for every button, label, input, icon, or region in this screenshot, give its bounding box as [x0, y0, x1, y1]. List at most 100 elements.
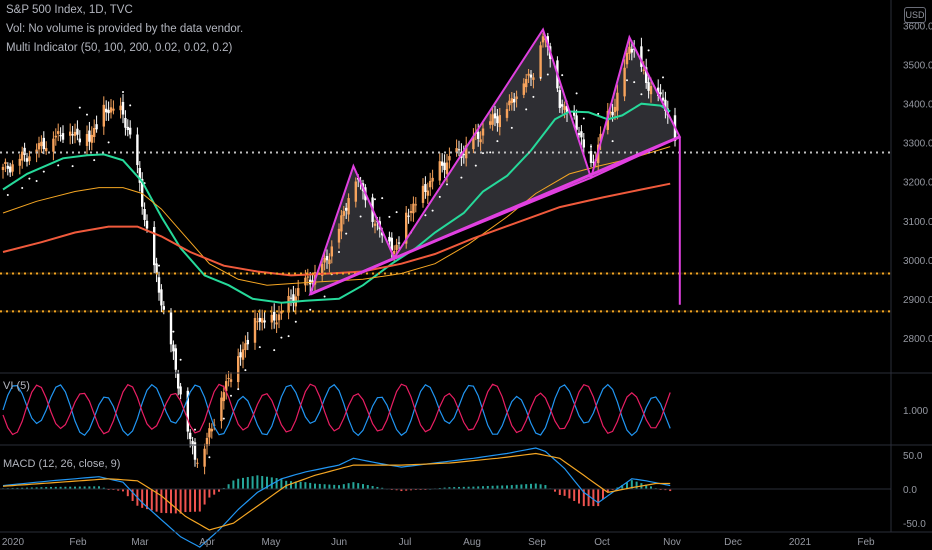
candle: [522, 83, 525, 95]
sar-dot: [122, 90, 124, 93]
candle: [645, 67, 648, 83]
candle: [179, 386, 182, 395]
macd-histogram-bar: [155, 489, 158, 512]
candle: [256, 321, 259, 323]
sar-dot: [532, 95, 535, 98]
candle: [297, 288, 300, 296]
macd-histogram-bar: [208, 489, 211, 498]
macd-histogram-bar: [482, 486, 484, 489]
sar-dot: [186, 401, 189, 404]
candle: [448, 156, 451, 161]
time-tick: 2021: [789, 537, 812, 548]
candle: [311, 280, 314, 283]
currency-badge[interactable]: USD: [904, 7, 926, 23]
macd-histogram-bar: [626, 482, 628, 489]
macd-histogram-bar: [568, 489, 571, 499]
macd-tick: 0.0: [903, 485, 917, 496]
candle: [258, 317, 261, 322]
candle: [340, 215, 343, 232]
macd-histogram-bar: [544, 485, 547, 489]
candle: [345, 207, 348, 211]
candle: [515, 96, 518, 100]
macd-histogram-bar: [472, 486, 475, 489]
candle: [160, 289, 163, 306]
sar-dot: [86, 113, 88, 116]
candle: [580, 131, 583, 138]
symbol-legend[interactable]: S&P 500 Index, 1D, TVC: [6, 4, 133, 16]
vi-axis[interactable]: 1.000: [903, 406, 928, 417]
volume-legend: Vol: No volume is provided by the data v…: [6, 23, 244, 35]
macd-histogram-bar: [453, 487, 456, 489]
candle: [616, 92, 619, 111]
macd-histogram-bar: [338, 485, 340, 489]
sar-dot: [294, 320, 297, 323]
candle: [275, 322, 278, 325]
candle: [119, 105, 122, 111]
candle: [457, 149, 461, 151]
macd-histogram-bar: [232, 480, 235, 489]
candle: [112, 108, 115, 111]
sar-dot: [590, 145, 592, 148]
macd-pane[interactable]: [0, 447, 891, 548]
candle: [124, 117, 127, 128]
candle: [76, 128, 79, 135]
sar-dot: [395, 211, 398, 214]
macd-histogram-bar: [462, 486, 465, 489]
time-tick: Jun: [331, 537, 347, 548]
price-tick: 3300.0: [903, 139, 932, 150]
candle: [25, 158, 29, 162]
candle: [393, 251, 396, 254]
candle: [510, 98, 513, 104]
candle: [69, 131, 72, 136]
macd-histogram-bar: [520, 484, 523, 489]
multi-indicator-legend[interactable]: Multi Indicator (50, 100, 200, 0.02, 0.0…: [6, 42, 233, 54]
candle: [609, 111, 612, 114]
macd-histogram-bar: [242, 477, 244, 489]
time-axis[interactable]: 2020 Feb Mar Apr May Jun Jul Aug Sep Oct Nov Dec 202…: [2, 537, 875, 548]
candle: [189, 432, 192, 439]
candle: [539, 45, 542, 78]
price-pane[interactable]: [0, 27, 891, 475]
candle: [263, 320, 266, 323]
macd-histogram-bar: [213, 489, 216, 495]
macd-histogram-bar: [573, 489, 576, 501]
candle: [1, 166, 5, 171]
price-axis[interactable]: 3600.0 3500.0 3400.0 3300.0 3200.0 3100.0 3000…: [903, 22, 932, 345]
sar-dot: [647, 49, 650, 52]
sar-dot: [93, 159, 96, 162]
vi-pane[interactable]: [2, 383, 671, 437]
candle: [563, 106, 566, 110]
macd-histogram-bar: [131, 489, 134, 501]
candle: [659, 92, 662, 95]
candle: [455, 148, 458, 153]
candle: [277, 314, 281, 321]
macd-histogram-bar: [251, 476, 254, 489]
macd-histogram-bar: [280, 478, 283, 489]
sar-dot: [381, 197, 384, 200]
candle: [6, 165, 9, 169]
macd-histogram-bar: [59, 486, 62, 489]
ma-200-line: [2, 182, 671, 277]
time-tick: Feb: [69, 537, 87, 548]
vi-tick: 1.000: [903, 406, 928, 417]
macd-histogram-bar: [309, 482, 312, 489]
candle: [95, 124, 98, 130]
sar-dot: [575, 92, 578, 95]
macd-histogram-bar: [146, 489, 148, 510]
vi-legend[interactable]: VI (5): [3, 380, 30, 392]
sar-dot: [57, 164, 60, 167]
macd-histogram-bar: [362, 484, 364, 489]
sar-dot: [597, 112, 600, 115]
macd-histogram-bar: [122, 489, 124, 492]
macd-axis[interactable]: 50.0 0.0 -50.0: [903, 451, 926, 530]
candle: [640, 46, 643, 67]
sar-dot: [359, 215, 362, 218]
macd-tick: -50.0: [903, 519, 926, 530]
macd-histogram-bar: [597, 489, 600, 507]
macd-legend[interactable]: MACD (12, 26, close, 9): [3, 458, 121, 470]
sar-dot: [510, 126, 513, 129]
sar-dot: [179, 358, 182, 361]
time-tick: Feb: [857, 537, 875, 548]
candle: [388, 236, 391, 242]
